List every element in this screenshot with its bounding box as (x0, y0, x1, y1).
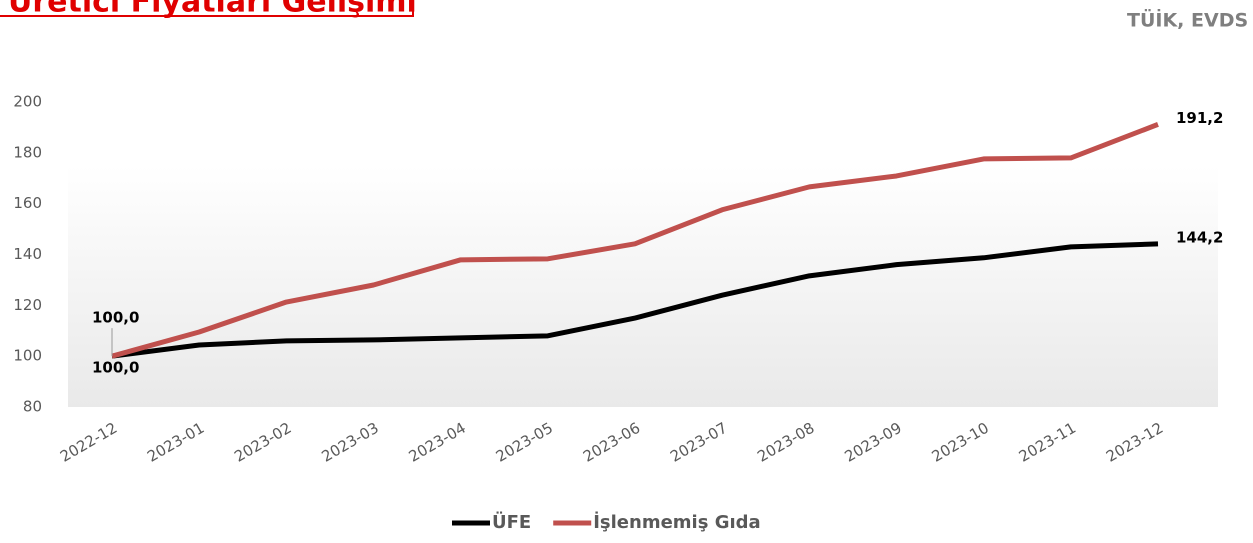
x-tick-label: 2023-06 (580, 419, 643, 466)
chart-title: Üretici Fiyatları Gelişimi (8, 0, 417, 20)
x-tick-label: 2023-01 (144, 419, 207, 466)
plot-background (68, 165, 1218, 407)
x-tick-label: 2023-07 (667, 419, 730, 466)
data-label: 100,0 (92, 359, 139, 377)
y-tick-label: 200 (13, 93, 42, 111)
y-tick-label: 180 (13, 143, 42, 161)
y-tick-label: 160 (13, 194, 42, 212)
series-line (111, 122, 1159, 359)
legend-label: ÜFE (492, 511, 531, 533)
x-tick-label: 2023-04 (406, 419, 469, 466)
data-label: 100,0 (92, 309, 139, 327)
y-tick-label: 100 (13, 347, 42, 365)
x-tick-label: 2023-03 (318, 419, 381, 466)
legend-label: İşlenmemiş Gıda (593, 511, 760, 533)
data-label: 144,2 (1176, 228, 1223, 246)
x-tick-label: 2023-09 (841, 419, 904, 466)
y-tick-label: 140 (13, 245, 42, 263)
source: TÜİK, EVDS (1127, 8, 1248, 32)
x-tick-label: 2022-12 (57, 419, 120, 466)
x-tick-label: 2023-12 (1103, 419, 1166, 466)
series-line (111, 241, 1159, 359)
title-box (0, 0, 414, 17)
y-tick-label: 120 (13, 296, 42, 314)
data-label: 191,2 (1176, 109, 1223, 127)
x-tick-label: 2023-02 (231, 419, 294, 466)
x-tick-label: 2023-05 (493, 419, 556, 466)
x-tick-label: 2023-10 (929, 419, 992, 466)
y-tick-label: 80 (23, 398, 42, 416)
x-tick-label: 2023-08 (754, 419, 817, 466)
x-tick-label: 2023-11 (1016, 419, 1079, 466)
